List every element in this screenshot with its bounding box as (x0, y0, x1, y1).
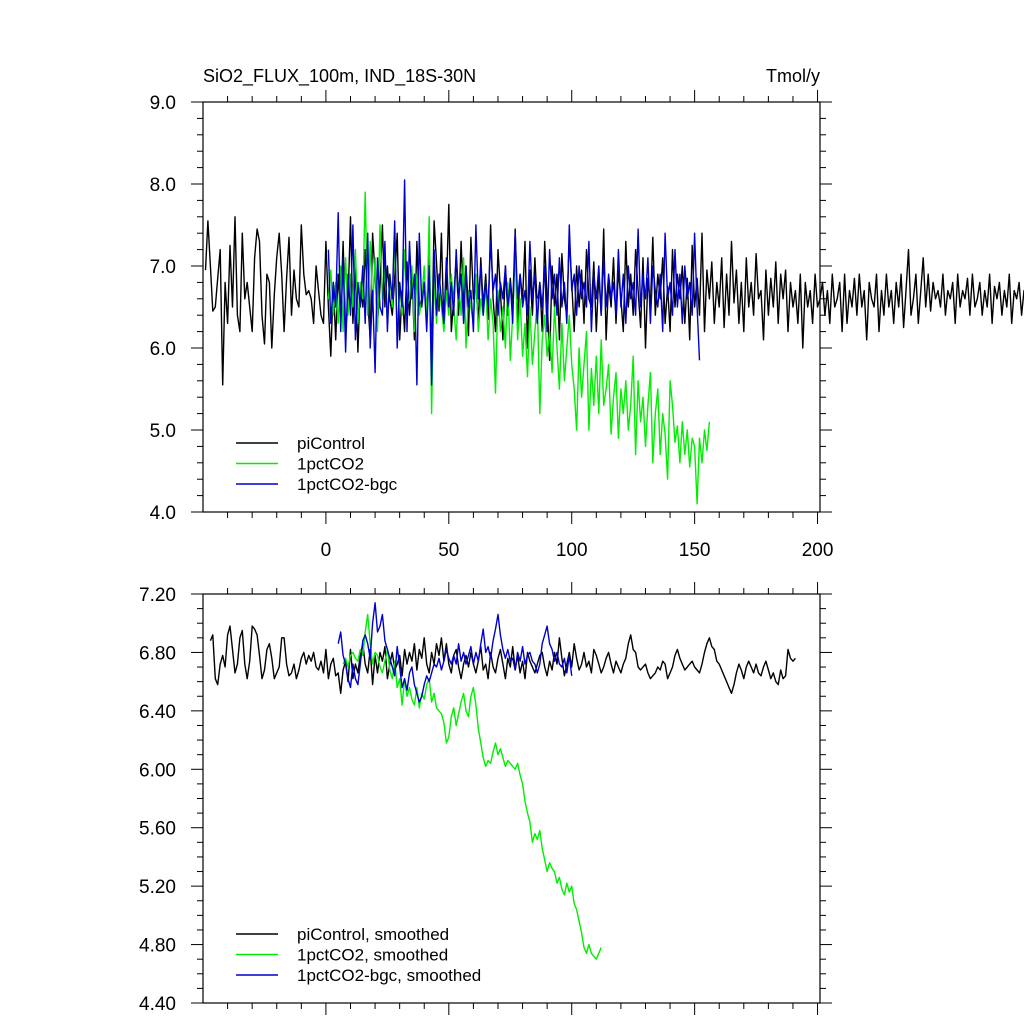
bottom-panel: 4.40 4.80 5.20 5.60 6.00 6.40 6.80 7.20 piContro… (139, 582, 832, 1015)
top-plot-area: 0 50 100 150 200 4.0 5.0 6.0 7.0 8.0 9.0 piControl 1… (150, 90, 1024, 561)
y-tick-label: 7.0 (150, 257, 176, 278)
y-tick-label: 5.60 (139, 819, 176, 840)
legend-entry: piControl, smoothed (297, 925, 449, 944)
y-tick-label: 9.0 (150, 93, 176, 114)
x-tick-label: 50 (438, 540, 459, 561)
y-tick-label: 5.20 (139, 877, 176, 898)
units-label: Tmol/y (766, 66, 820, 86)
y-tick-label: 6.80 (139, 643, 176, 664)
y-tick-label: 5.0 (150, 421, 176, 442)
series-line-1pctco2-bgc (327, 179, 701, 386)
y-tick-label: 6.0 (150, 339, 176, 360)
plot-frame (202, 101, 821, 513)
series-line-1pctco2-bgc-smoothed (337, 602, 573, 703)
y-tick-label: 4.0 (150, 503, 176, 524)
x-tick-label: 100 (556, 540, 588, 561)
y-tick-label: 4.80 (139, 936, 176, 957)
series-line-1pctco2-smoothed (342, 613, 602, 960)
y-tick-label: 4.40 (139, 994, 176, 1015)
legend-entry: 1pctCO2 (297, 455, 364, 474)
y-tick-label: 6.00 (139, 760, 176, 781)
chart-title: SiO2_FLUX_100m, IND_18S-30N (203, 66, 476, 87)
top-panel: SiO2_FLUX_100m, IND_18S-30N Tmol/y 0 50 10… (150, 66, 1024, 561)
legend-entry: 1pctCO2-bgc, smoothed (297, 966, 481, 985)
legend-entry: 1pctCO2-bgc (297, 475, 398, 494)
x-tick-label: 200 (802, 540, 834, 561)
series-line-picontrol-smoothed (209, 625, 796, 694)
legend-entry: piControl (297, 434, 365, 453)
series-line-1pctco2 (327, 191, 711, 505)
x-tick-label: 150 (679, 540, 711, 561)
bottom-plot-area: 4.40 4.80 5.20 5.60 6.00 6.40 6.80 7.20 piContro… (139, 582, 832, 1015)
y-tick-label: 6.40 (139, 702, 176, 723)
y-tick-label: 7.20 (139, 585, 176, 606)
y-tick-label: 8.0 (150, 175, 176, 196)
x-tick-label: 0 (321, 540, 332, 561)
legend-entry: 1pctCO2, smoothed (297, 946, 448, 965)
